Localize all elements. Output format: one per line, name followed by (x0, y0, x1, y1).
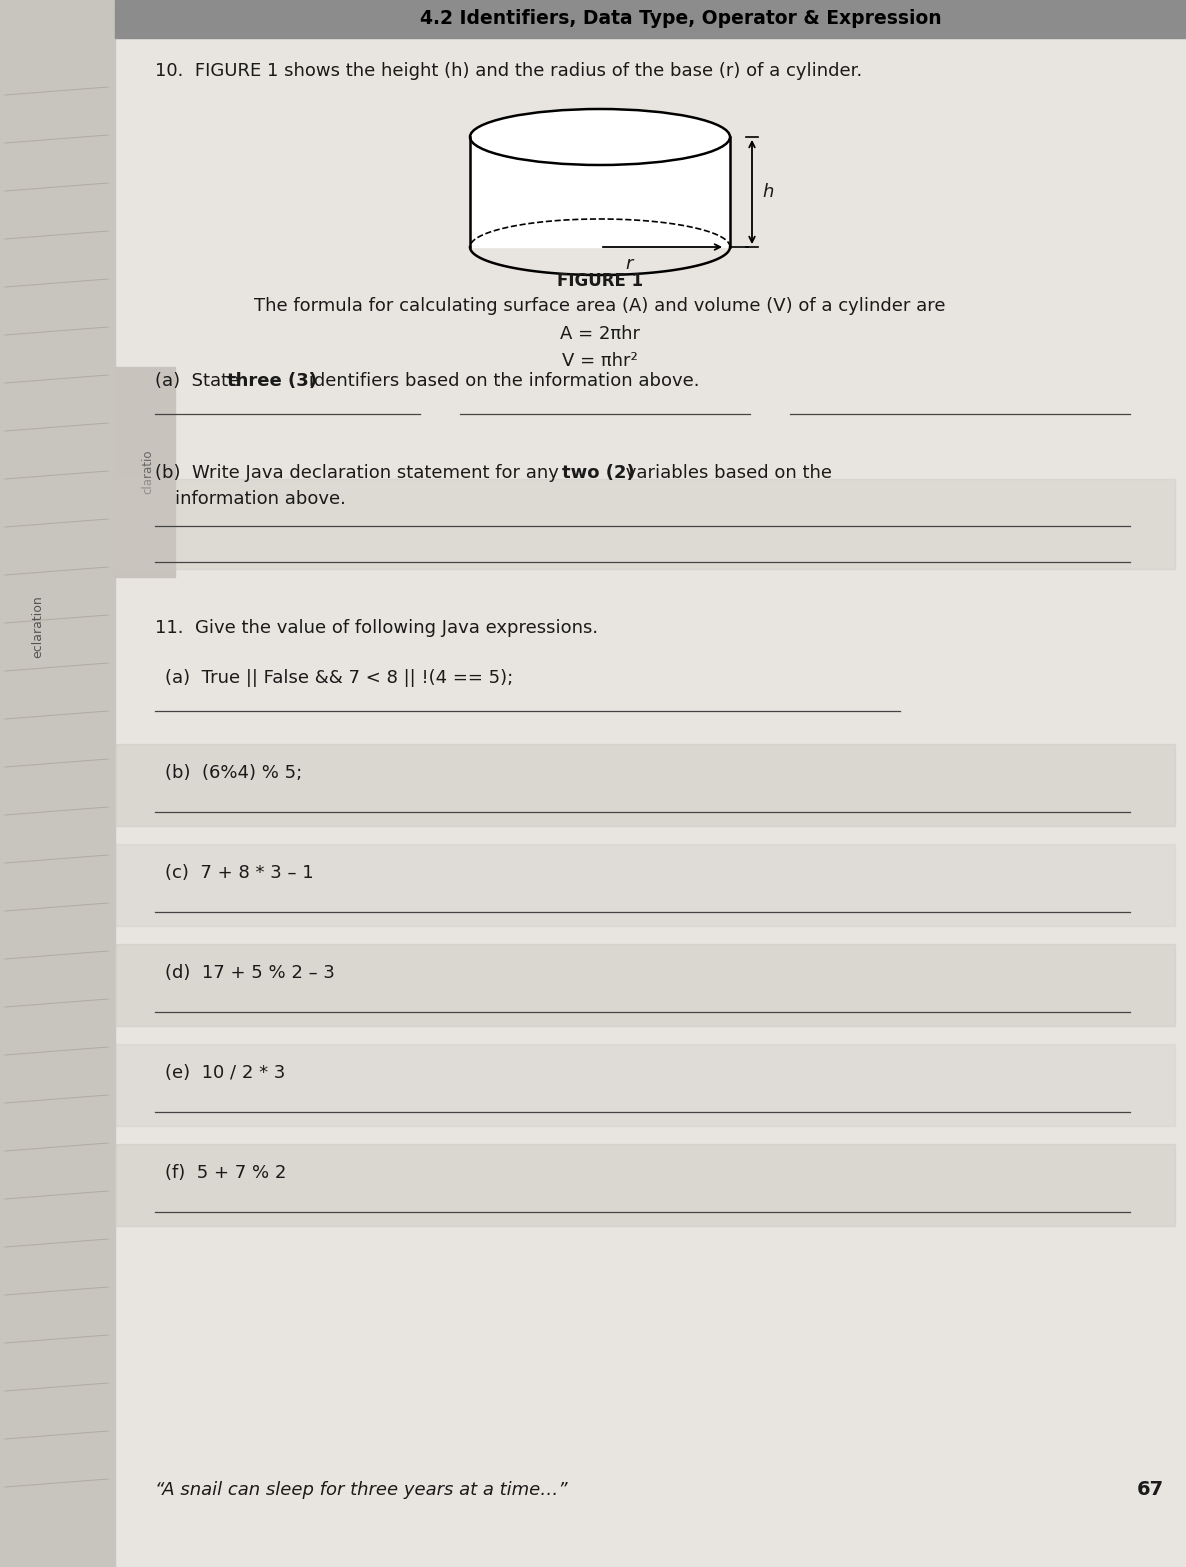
Text: h: h (761, 183, 773, 201)
Text: two (2): two (2) (562, 464, 635, 483)
Bar (115, 480, 1175, 569)
Ellipse shape (470, 110, 731, 165)
Text: (b)  (6%4) % 5;: (b) (6%4) % 5; (165, 765, 302, 782)
Text: (f)  5 + 7 % 2: (f) 5 + 7 % 2 (165, 1164, 286, 1182)
Text: (c)  7 + 8 * 3 – 1: (c) 7 + 8 * 3 – 1 (165, 863, 313, 882)
Text: (d)  17 + 5 % 2 – 3: (d) 17 + 5 % 2 – 3 (165, 964, 334, 983)
Text: variables based on the: variables based on the (620, 464, 833, 483)
Text: 10.  FIGURE 1 shows the height (h) and the radius of the base (r) of a cylinder.: 10. FIGURE 1 shows the height (h) and th… (155, 63, 862, 80)
Bar (115, 845, 1175, 926)
Text: “A snail can sleep for three years at a time…”: “A snail can sleep for three years at a … (155, 1481, 568, 1500)
Text: (a)  State: (a) State (155, 371, 246, 390)
Text: three (3): three (3) (227, 371, 317, 390)
Text: claratio: claratio (141, 450, 154, 494)
Bar (0, 0, 115, 1567)
Bar (115, 367, 176, 577)
Bar (115, 744, 1175, 826)
Text: identifiers based on the information above.: identifiers based on the information abo… (302, 371, 700, 390)
Text: FIGURE 1: FIGURE 1 (557, 273, 643, 290)
Text: 67: 67 (1136, 1479, 1163, 1500)
Text: The formula for calculating surface area (A) and volume (V) of a cylinder are: The formula for calculating surface area… (254, 298, 945, 315)
Text: 4.2 Identifiers, Data Type, Operator & Expression: 4.2 Identifiers, Data Type, Operator & E… (420, 9, 942, 28)
Bar (115, 0, 1186, 38)
Text: eclaration: eclaration (32, 595, 45, 658)
Bar (470, 136, 731, 248)
Text: A = 2πhr: A = 2πhr (560, 324, 640, 343)
Text: r: r (625, 255, 632, 273)
Text: (a)  True || False && 7 < 8 || !(4 == 5);: (a) True || False && 7 < 8 || !(4 == 5); (165, 669, 514, 686)
Bar (115, 1044, 1175, 1127)
Text: 11.  Give the value of following Java expressions.: 11. Give the value of following Java exp… (155, 619, 598, 638)
Text: V = πhr²: V = πhr² (562, 353, 638, 370)
Bar (115, 1144, 1175, 1225)
Bar (115, 943, 1175, 1026)
Text: (e)  10 / 2 * 3: (e) 10 / 2 * 3 (165, 1064, 286, 1081)
Text: information above.: information above. (176, 490, 346, 508)
Text: (b)  Write Java declaration statement for any: (b) Write Java declaration statement for… (155, 464, 565, 483)
